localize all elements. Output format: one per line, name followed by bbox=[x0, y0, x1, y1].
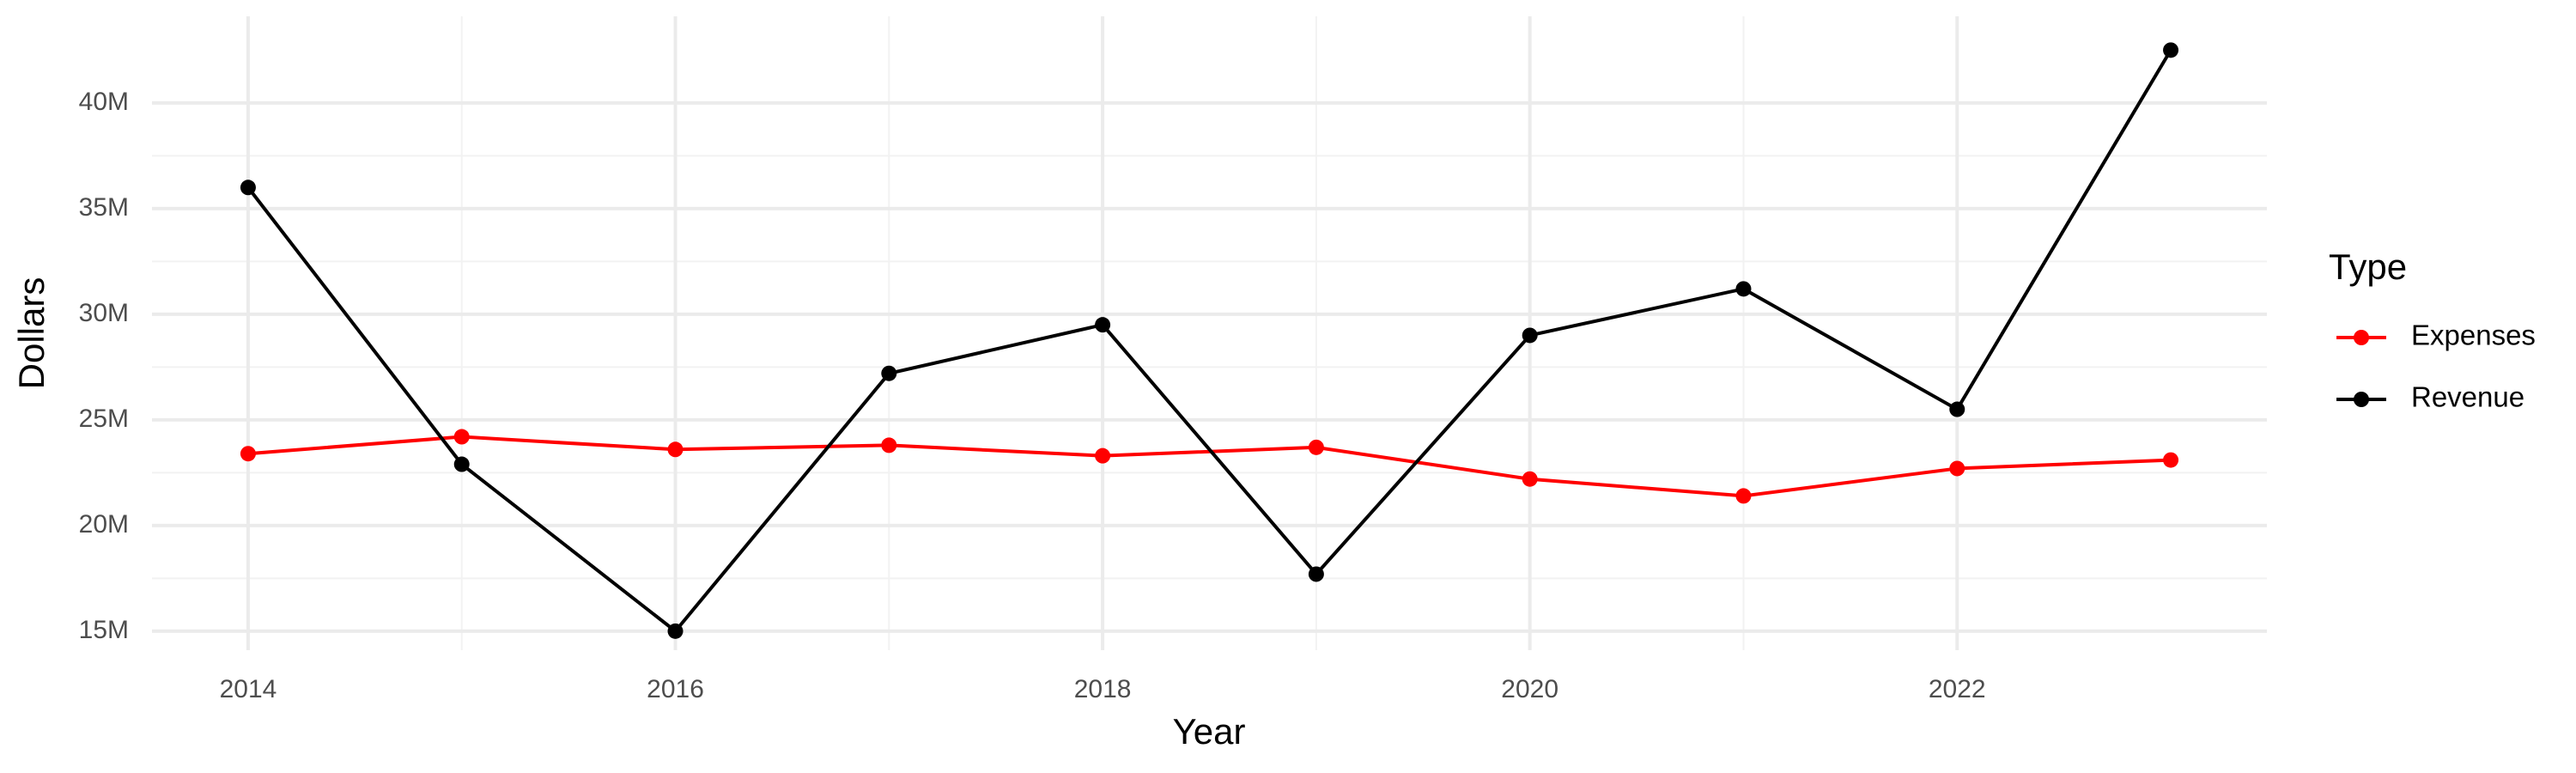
series-line bbox=[246, 49, 2172, 634]
data-point bbox=[240, 180, 256, 196]
data-point bbox=[1949, 401, 1965, 417]
data-point bbox=[881, 437, 897, 453]
y-tick-label: 30M bbox=[79, 299, 129, 327]
x-axis-title: Year bbox=[1173, 711, 1246, 752]
data-point bbox=[1522, 471, 1538, 487]
data-point bbox=[2163, 42, 2179, 58]
x-tick-label: 2014 bbox=[220, 675, 277, 703]
y-tick-label: 40M bbox=[79, 88, 129, 116]
data-point bbox=[1095, 447, 1111, 464]
legend-marker bbox=[2354, 330, 2369, 345]
x-tick-label: 2018 bbox=[1074, 675, 1132, 703]
y-axis-title: Dollars bbox=[11, 277, 52, 390]
data-point bbox=[1308, 439, 1324, 455]
data-point bbox=[1735, 488, 1752, 504]
data-point bbox=[667, 623, 683, 639]
data-point bbox=[1095, 317, 1111, 333]
data-point bbox=[240, 446, 256, 462]
data-point bbox=[1735, 281, 1752, 297]
y-tick-label: 25M bbox=[79, 405, 129, 433]
legend-label: Revenue bbox=[2411, 381, 2524, 413]
data-point bbox=[881, 365, 897, 381]
legend-marker bbox=[2354, 392, 2369, 407]
x-tick-label: 2020 bbox=[1501, 675, 1558, 703]
series-line bbox=[247, 435, 2172, 498]
y-tick-label: 15M bbox=[79, 616, 129, 644]
data-point bbox=[667, 441, 683, 458]
legend-label: Expenses bbox=[2411, 320, 2536, 351]
y-tick-label: 35M bbox=[79, 193, 129, 222]
data-point bbox=[1522, 327, 1538, 344]
data-point bbox=[453, 456, 470, 472]
data-point bbox=[1308, 566, 1324, 582]
x-tick-label: 2016 bbox=[647, 675, 704, 703]
x-tick-label: 2022 bbox=[1929, 675, 1986, 703]
legend-title: Type bbox=[2329, 247, 2407, 287]
y-tick-label: 20M bbox=[79, 510, 129, 539]
data-point bbox=[453, 429, 470, 445]
data-point bbox=[1949, 460, 1965, 477]
data-point bbox=[2163, 452, 2179, 468]
